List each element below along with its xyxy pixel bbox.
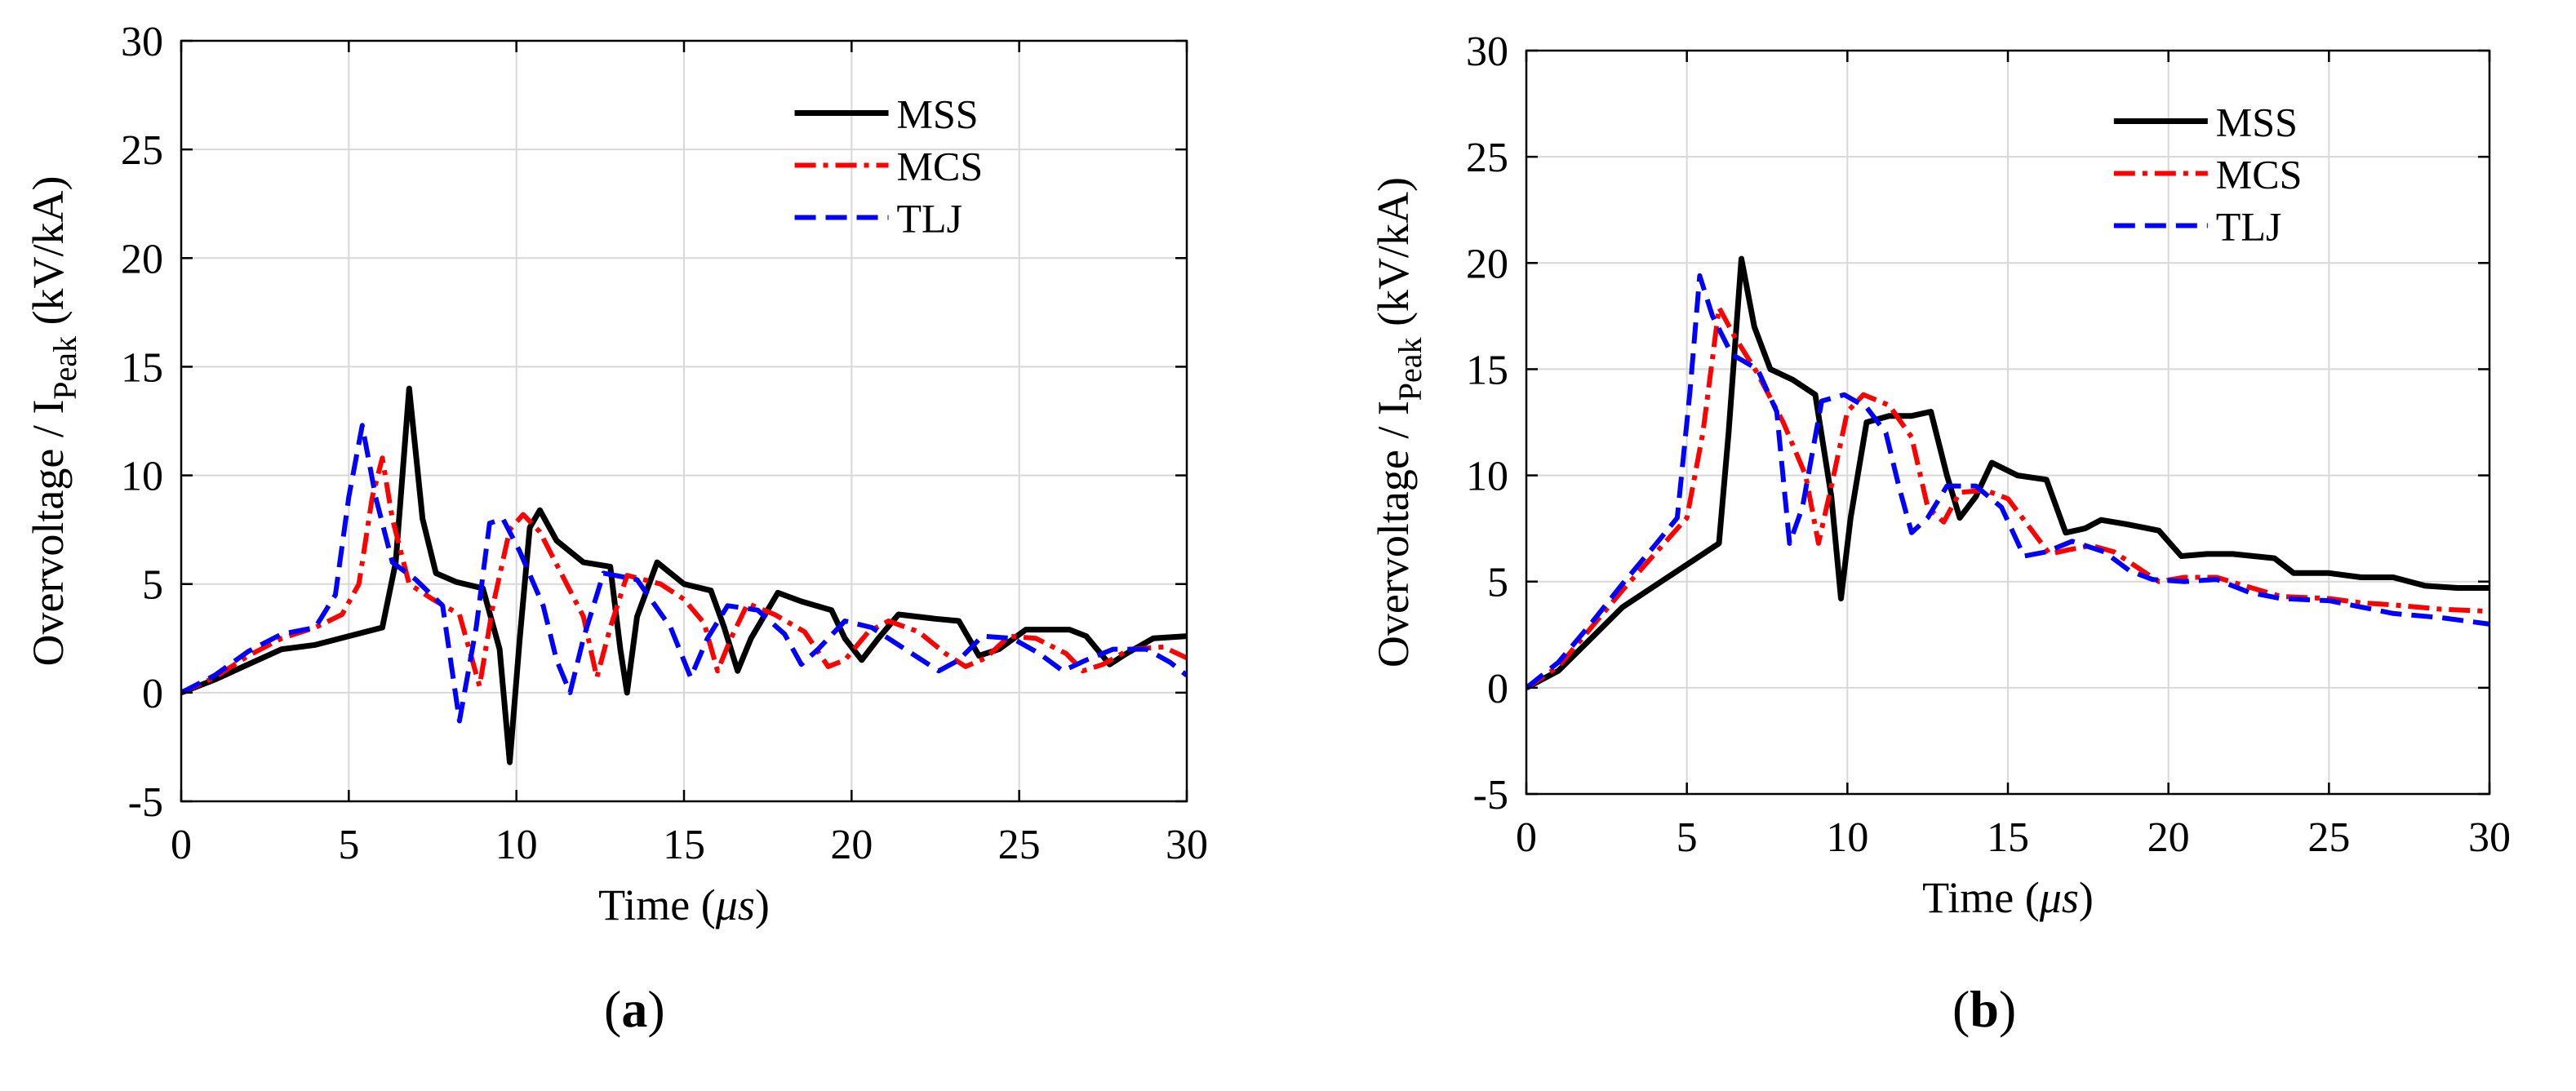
x-tick-label-a-30: 30 <box>1166 822 1208 868</box>
series-line-mss-b <box>1526 255 2489 690</box>
series-line-mcs-b <box>1526 304 2489 690</box>
y-tick-label-b--5: -5 <box>1473 772 1508 818</box>
y-tick-label-a--5: -5 <box>128 779 163 826</box>
x-tick-label-b-25: 25 <box>2307 814 2350 861</box>
x-tick-label-a-10: 10 <box>495 822 538 868</box>
y-tick-label-b-30: 30 <box>1466 29 1508 75</box>
y-tick-label-a-0: 0 <box>142 671 163 717</box>
panel-label-b: (b) <box>1952 980 2017 1038</box>
y-tick-label-b-0: 0 <box>1487 666 1508 712</box>
x-axis-label-a: Time (μs) <box>598 880 770 929</box>
x-tick-label-b-5: 5 <box>1677 814 1698 861</box>
x-tick-label-b-20: 20 <box>2147 814 2190 861</box>
x-tick-label-a-20: 20 <box>830 822 873 868</box>
legend-label-mss-a: MSS <box>897 91 979 137</box>
y-tick-label-a-25: 25 <box>121 127 163 174</box>
y-tick-label-a-5: 5 <box>142 562 163 609</box>
y-tick-label-a-10: 10 <box>121 454 163 500</box>
legend-label-mcs-b: MCS <box>2216 152 2303 197</box>
panel-label-a: (a) <box>604 980 665 1038</box>
x-tick-label-a-5: 5 <box>338 822 359 868</box>
y-tick-label-b-25: 25 <box>1466 135 1508 181</box>
y-tick-label-b-20: 20 <box>1466 241 1508 287</box>
y-tick-label-a-20: 20 <box>121 236 163 282</box>
x-tick-label-b-0: 0 <box>1516 814 1537 861</box>
series-line-tlj-a <box>181 423 1187 724</box>
x-tick-label-a-25: 25 <box>998 822 1041 868</box>
legend-label-tlj-b: TLJ <box>2216 204 2282 250</box>
y-tick-label-a-15: 15 <box>121 344 163 391</box>
y-tick-label-b-10: 10 <box>1466 454 1508 500</box>
y-axis-label-b: Overvoltage / IPeak (kV/kA) <box>1369 177 1428 667</box>
y-axis-label-a: Overvoltage / IPeak (kV/kA) <box>24 175 83 666</box>
legend-label-mss-b: MSS <box>2216 100 2298 145</box>
series-line-mss-a <box>181 385 1187 765</box>
y-tick-label-b-5: 5 <box>1487 560 1508 606</box>
x-tick-label-b-10: 10 <box>1826 814 1868 861</box>
x-tick-label-a-15: 15 <box>663 822 705 868</box>
x-tick-label-b-30: 30 <box>2468 814 2511 861</box>
y-tick-label-a-30: 30 <box>121 19 163 65</box>
x-tick-label-b-15: 15 <box>1987 814 2029 861</box>
y-tick-label-b-15: 15 <box>1466 347 1508 393</box>
series-line-tlj-b <box>1526 273 2489 690</box>
series-line-mcs-a <box>181 455 1187 695</box>
legend-label-tlj-a: TLJ <box>897 196 963 242</box>
legend-label-mcs-a: MCS <box>897 144 984 189</box>
x-tick-label-a-0: 0 <box>171 822 192 868</box>
x-axis-label-b: Time (μs) <box>1922 873 2094 922</box>
